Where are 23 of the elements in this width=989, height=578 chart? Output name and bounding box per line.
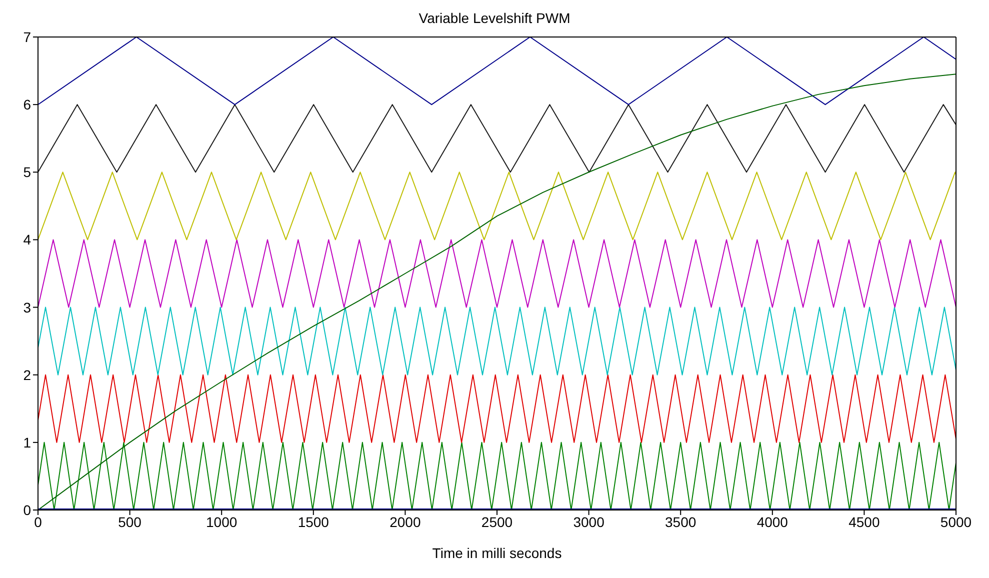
y-tick-label: 6 (23, 96, 32, 113)
y-tick-label: 1 (23, 434, 32, 450)
x-tick-label: 2000 (390, 514, 421, 530)
y-tick-label: 3 (23, 299, 32, 316)
x-tick-label: 0 (34, 514, 42, 530)
x-tick-label: 500 (118, 514, 142, 530)
y-tick-label: 2 (23, 366, 32, 383)
x-axis-title: Time in milli seconds (432, 545, 562, 561)
y-tick-label: 4 (23, 232, 32, 248)
x-tick-label: 5000 (940, 514, 972, 530)
line-series (38, 374, 956, 443)
x-tick-label: 4000 (756, 514, 788, 530)
x-tick-label: 4500 (848, 514, 880, 530)
x-tick-label: 3500 (665, 514, 696, 530)
x-tick-label: 2500 (481, 514, 513, 530)
y-tick-label: 0 (23, 502, 32, 518)
x-tick-label: 1000 (206, 514, 238, 530)
line-series (38, 306, 956, 376)
chart-title: Variable Levelshift PWM (418, 9, 572, 28)
x-tick-label: 1500 (298, 514, 330, 530)
y-tick-label: 7 (23, 28, 32, 45)
x-tick-label: 3000 (573, 514, 605, 530)
y-tick-label: 5 (23, 164, 32, 180)
